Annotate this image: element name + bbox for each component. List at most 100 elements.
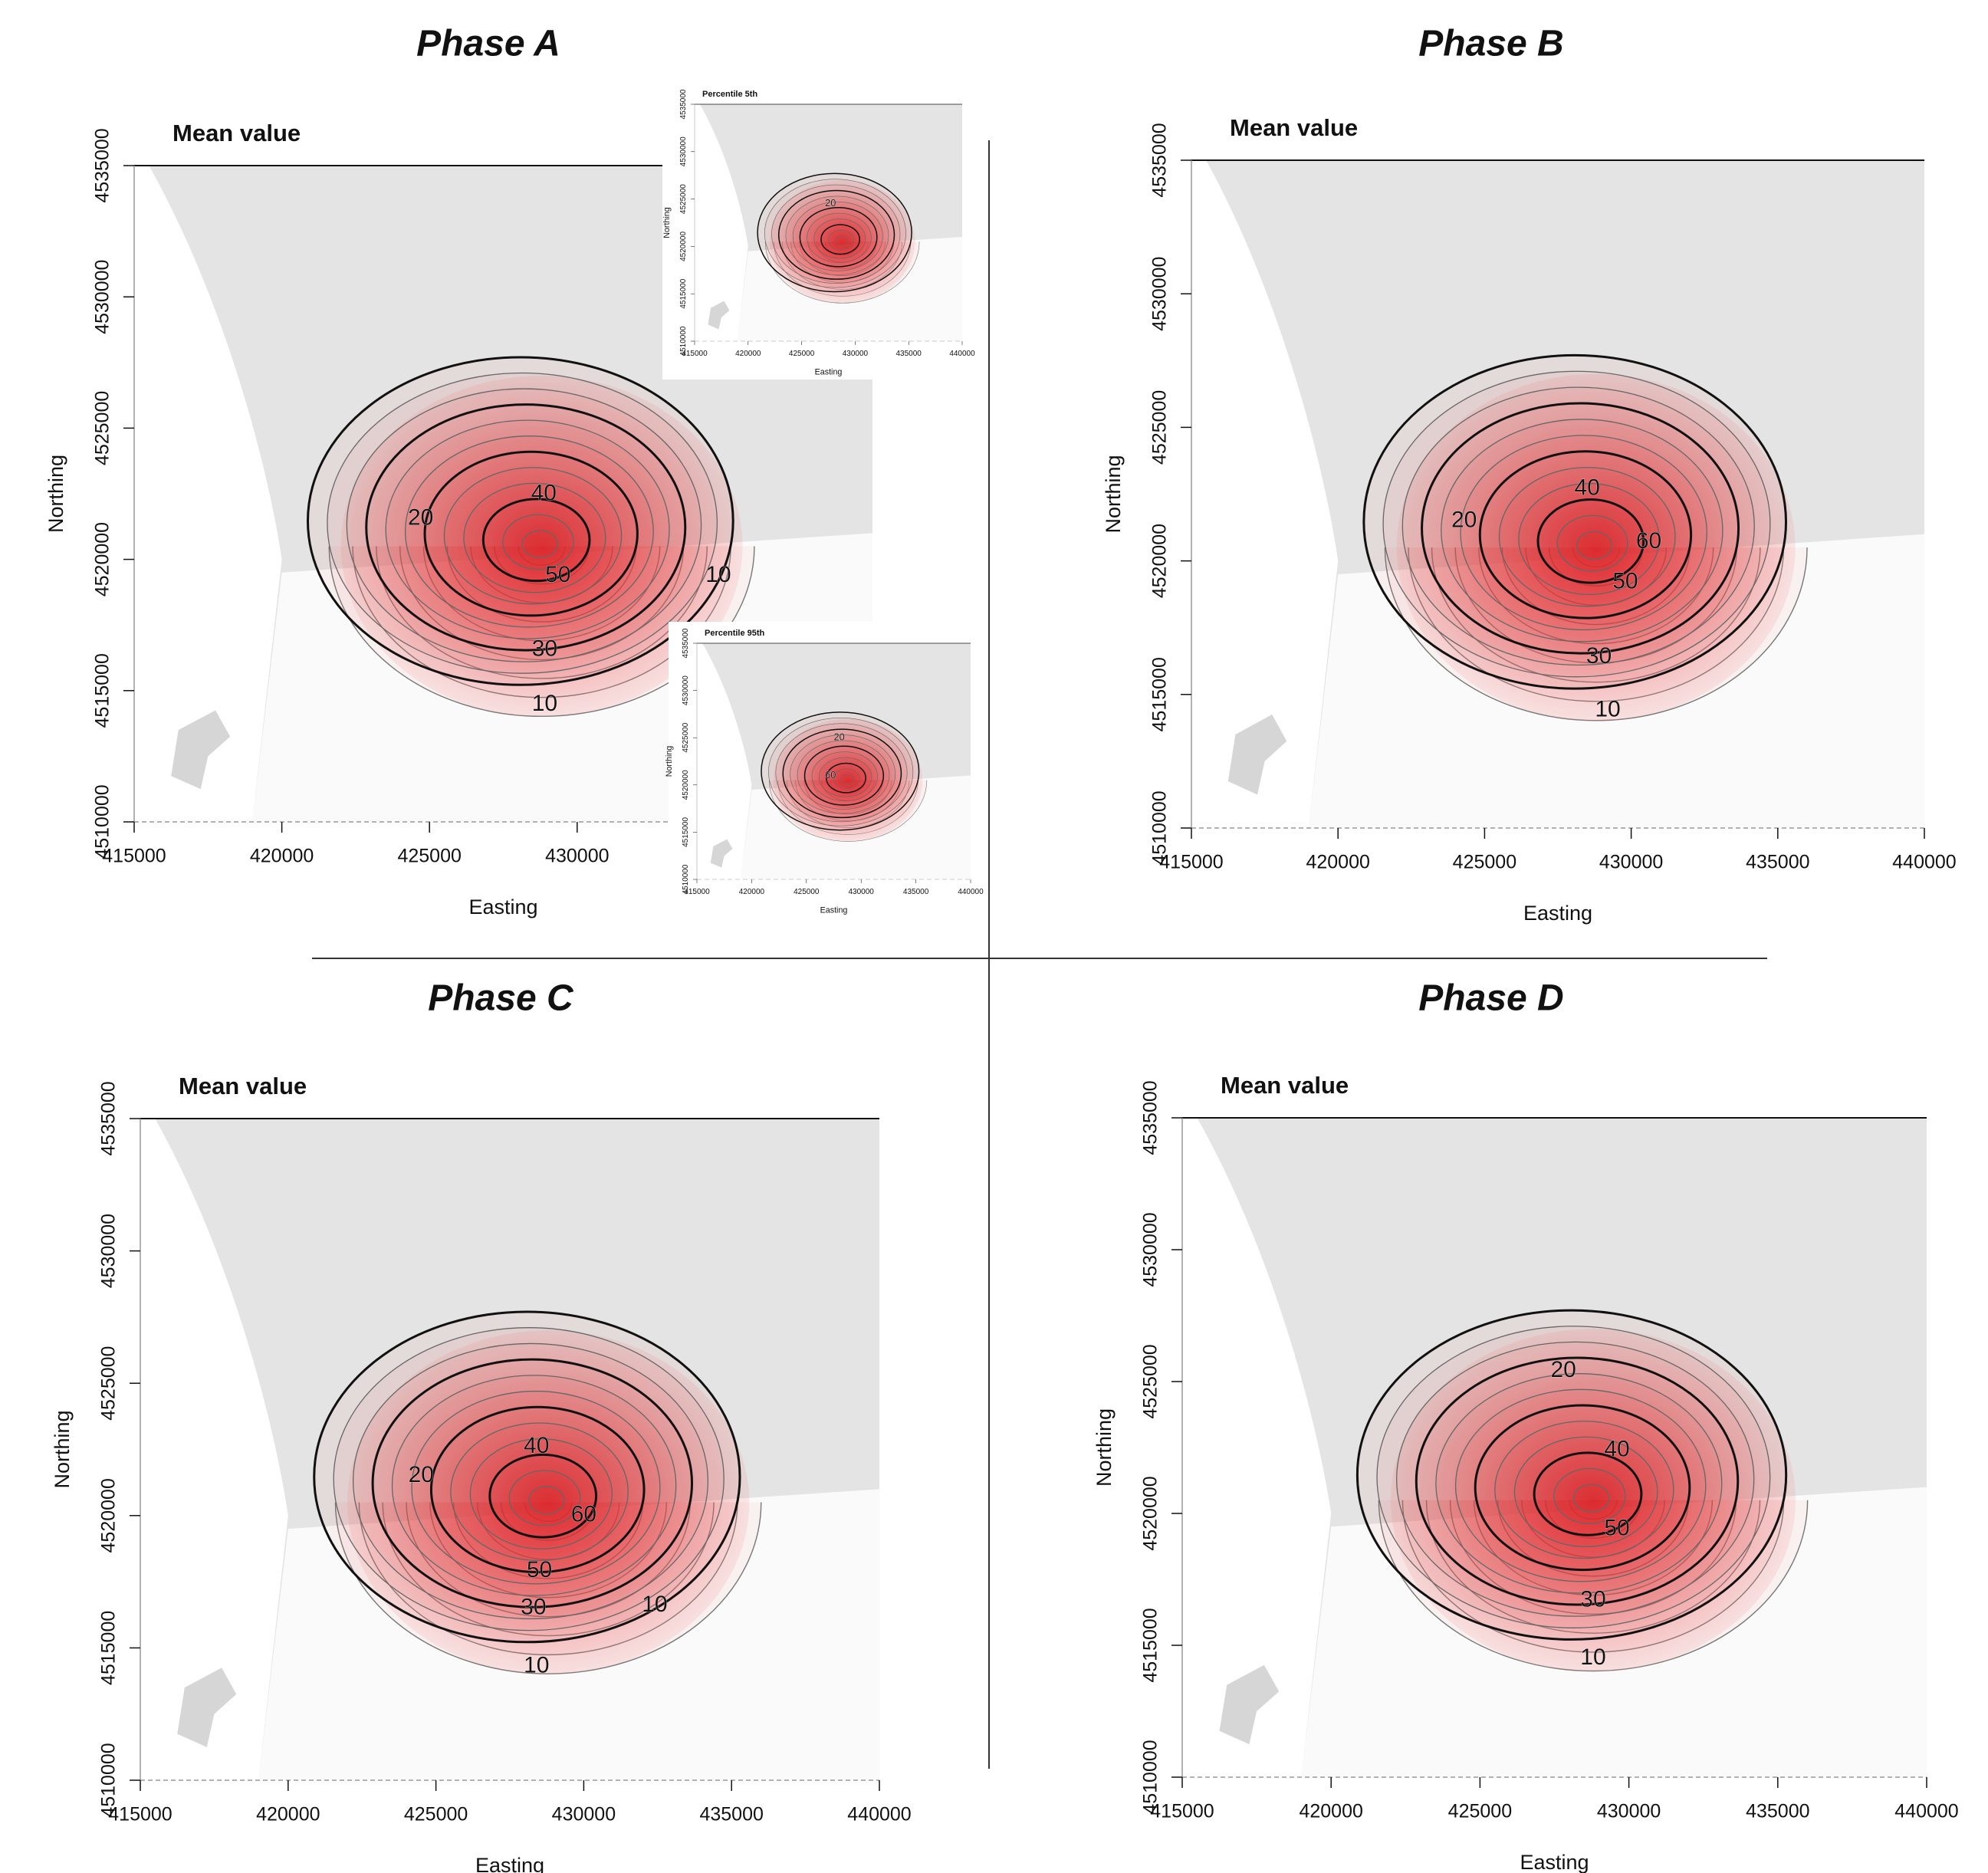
y-tick-label: 4530000 xyxy=(92,260,113,334)
contour-line xyxy=(450,1422,629,1562)
panel: 415000 420000 425000 430000 435000 440000 4510… xyxy=(1093,978,1959,1873)
x-tick-label: 440000 xyxy=(1892,852,1956,873)
contour-label: 50 xyxy=(545,562,570,587)
contour-line xyxy=(835,235,849,246)
y-tick-label: 4510000 xyxy=(92,784,113,859)
x-tick-label: 430000 xyxy=(843,350,869,358)
panel-subtitle: Mean value xyxy=(1230,114,1358,141)
contour-label: 30 xyxy=(532,636,557,662)
y-tick-label: 4515000 xyxy=(679,278,688,308)
y-axis-label: Northing xyxy=(662,207,672,238)
plot-area xyxy=(1182,1118,1927,1777)
contour-line xyxy=(411,1390,661,1585)
contour-line xyxy=(768,718,914,826)
contour-label: 20 xyxy=(834,731,845,743)
contour-line xyxy=(327,372,718,674)
contour-label: 10 xyxy=(1595,697,1620,722)
x-tick-label: 425000 xyxy=(404,1804,468,1825)
plot-area xyxy=(1191,160,1924,828)
sea xyxy=(140,1119,288,1780)
contour-label: 50 xyxy=(1604,1516,1629,1541)
contour-label: 10 xyxy=(1580,1645,1605,1670)
contour-line xyxy=(807,212,872,263)
x-axis-label: Easting xyxy=(1520,1851,1589,1873)
contour-line xyxy=(502,514,574,570)
x-tick-label: 420000 xyxy=(256,1804,320,1825)
contour-line xyxy=(764,179,906,288)
x-tick-label: 415000 xyxy=(682,350,708,358)
panel: 415000 420000 425000 430000 435000 440000 4510… xyxy=(1102,24,1957,925)
panel: 415000 420000 425000 430000 435000 440000 4510… xyxy=(665,622,984,915)
contour-line xyxy=(488,1453,598,1539)
y-tick-label: 4525000 xyxy=(92,391,113,465)
x-tick-label: 420000 xyxy=(1299,1801,1362,1822)
panel: 415000 420000 425000 430000 435000 440000 4510… xyxy=(51,978,912,1873)
contour-line xyxy=(1536,498,1645,584)
contour-label: 30 xyxy=(1580,1586,1605,1612)
y-tick-label: 4535000 xyxy=(92,128,113,202)
x-tick-label: 420000 xyxy=(735,350,761,358)
sea xyxy=(1191,160,1339,828)
panel-subtitle: Mean value xyxy=(179,1073,307,1099)
y-tick-label: 4520000 xyxy=(682,770,690,800)
contour-label: 40 xyxy=(1604,1436,1629,1461)
x-tick-label: 435000 xyxy=(903,888,929,896)
x-tick-label: 435000 xyxy=(699,1804,763,1825)
x-axis-label: Easting xyxy=(1523,902,1592,925)
y-tick-label: 4515000 xyxy=(92,653,113,728)
contour-line xyxy=(521,530,559,559)
x-tick-label: 425000 xyxy=(397,846,461,867)
x-tick-label: 440000 xyxy=(949,350,975,358)
contour-line xyxy=(827,230,855,251)
sea xyxy=(1182,1118,1332,1777)
contour-line xyxy=(799,206,878,268)
contour-line xyxy=(1533,1451,1643,1536)
y-axis-label: Northing xyxy=(1102,455,1125,533)
contour-line xyxy=(404,435,654,628)
y-tick-label: 4535000 xyxy=(679,89,688,119)
y-tick-label: 4530000 xyxy=(679,136,688,166)
contour-line xyxy=(423,450,639,617)
x-tick-label: 420000 xyxy=(739,888,765,896)
island xyxy=(710,839,733,868)
contour-label: 30 xyxy=(521,1595,546,1620)
y-tick-label: 4515000 xyxy=(1140,1608,1162,1682)
y-tick-label: 4510000 xyxy=(98,1743,120,1817)
y-tick-label: 4530000 xyxy=(98,1214,120,1288)
y-tick-label: 4520000 xyxy=(1149,524,1171,598)
x-axis-label: Easting xyxy=(820,906,848,915)
island xyxy=(1219,1664,1280,1744)
y-tick-label: 4535000 xyxy=(1140,1080,1162,1155)
contour-line xyxy=(508,1470,581,1526)
x-tick-label: 430000 xyxy=(1597,1801,1661,1822)
contour-line xyxy=(840,774,855,785)
y-tick-label: 4535000 xyxy=(682,628,690,658)
x-tick-label: 420000 xyxy=(1306,852,1369,873)
x-tick-label: 415000 xyxy=(1150,1801,1214,1822)
plot-area xyxy=(695,104,962,341)
contour-label: 20 xyxy=(1550,1357,1576,1382)
panel: 415000 420000 425000 430000 4510000 4515000 45… xyxy=(44,24,872,918)
y-tick-label: 4510000 xyxy=(679,326,688,356)
panel-title: Phase D xyxy=(1418,978,1563,1019)
y-tick-label: 4525000 xyxy=(98,1346,120,1421)
contour-line xyxy=(811,751,878,802)
contour-line xyxy=(443,467,623,605)
contour-line xyxy=(1478,450,1693,619)
inset-title: Percentile 95th xyxy=(705,629,765,638)
contour-line xyxy=(1460,435,1707,631)
x-tick-label: 440000 xyxy=(958,888,984,896)
x-tick-label: 415000 xyxy=(684,888,710,896)
x-tick-label: 440000 xyxy=(847,1804,911,1825)
contour-line xyxy=(777,189,895,280)
x-tick-label: 415000 xyxy=(102,846,166,867)
contour-label: 30 xyxy=(1586,643,1612,669)
y-tick-label: 4520000 xyxy=(1140,1476,1162,1550)
x-tick-label: 435000 xyxy=(896,350,922,358)
contour-label: 10 xyxy=(524,1652,549,1677)
island xyxy=(1227,714,1287,795)
x-tick-label: 415000 xyxy=(108,1804,172,1825)
contour-line xyxy=(1415,1356,1740,1606)
y-tick-label: 4535000 xyxy=(1149,123,1171,197)
y-axis-label: Northing xyxy=(51,1410,74,1488)
